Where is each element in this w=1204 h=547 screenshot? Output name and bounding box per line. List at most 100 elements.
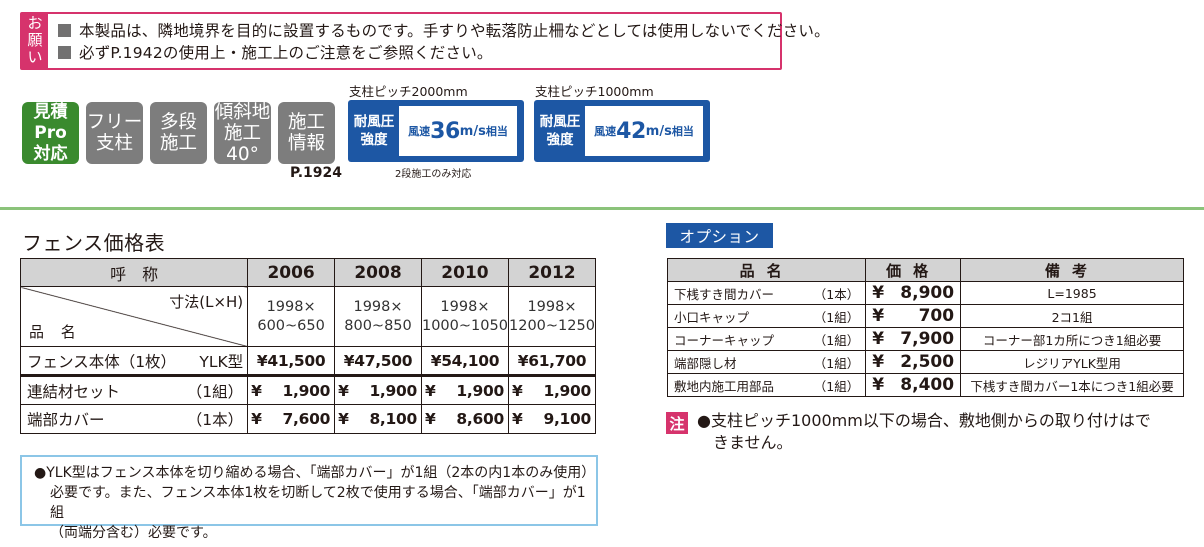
header-label: 呼 称	[19, 258, 249, 287]
yen-sign: ¥	[424, 381, 436, 400]
wind-note: 2段施工のみ対応	[395, 169, 472, 180]
price-cell: ¥9,100	[507, 404, 597, 434]
year-header: 2010	[420, 258, 509, 287]
size-line: 1000~1050	[421, 317, 508, 334]
yen-sign: ¥	[872, 375, 885, 395]
size-line: 1998×	[353, 298, 403, 315]
page-reference[interactable]: P.1924	[290, 165, 342, 181]
year-header: 2006	[247, 258, 336, 287]
yen-sign: ¥	[338, 381, 349, 400]
price-value: 9,100	[543, 410, 591, 428]
wind-caption: 支柱ピッチ1000mm	[535, 84, 654, 99]
size-cell: 1998× 1200~1250	[507, 286, 597, 347]
notice-tag: お 願 い	[22, 14, 48, 68]
size-line: 600~650	[257, 317, 325, 334]
option-unit: （1組）	[813, 378, 860, 394]
option-price-cell: ¥2,500	[865, 350, 962, 374]
option-name-cell: 小口キャップ （1組）	[666, 304, 867, 328]
price-cell: ¥54,100	[420, 346, 509, 377]
section-divider	[0, 207, 1204, 210]
size-row: 寸法(L×H) 品 名 1998× 600~650 1998× 800~850 19…	[19, 286, 597, 347]
option-unit: （1組）	[813, 355, 860, 371]
fence-table-title: フェンス価格表	[22, 231, 166, 255]
option-price-cell: ¥700	[865, 304, 962, 328]
notice-text: 本製品は、隣地境界を目的に設置するものです。手すりや転落防止柵などとしては使用し…	[79, 22, 830, 40]
product-unit: （1組）	[186, 382, 244, 401]
caution-line: きません。	[713, 433, 793, 452]
footnote-line: （両端分含む）必要です。	[50, 525, 217, 541]
yen-sign: ¥	[251, 410, 262, 428]
price-cell: ¥1,900	[334, 375, 422, 405]
options-table: 品名 価格 備考 下桟すき間カバー （1本） ¥8,900 L=1985 小口キャ…	[666, 258, 1184, 397]
notice-tag-char: 願	[27, 31, 43, 49]
option-name: 小口キャップ	[674, 309, 750, 325]
badge-line: 見積Pro	[33, 101, 68, 143]
name-label: 品 名	[29, 323, 82, 341]
price-cell: ¥1,900	[247, 375, 336, 405]
price-value: 8,100	[369, 410, 417, 428]
notice-tag-char: お	[27, 14, 43, 32]
year-header: 2008	[334, 258, 422, 287]
badge-line: 多段	[159, 112, 197, 133]
options-title: オプション	[666, 223, 773, 248]
size-line: 1998×	[527, 298, 577, 315]
yen-sign: ¥	[872, 352, 885, 372]
product-name: 連結材セット	[27, 382, 121, 401]
option-price: 7,900	[900, 329, 955, 349]
wind-suffix: 相当	[671, 125, 694, 138]
footnote-line: ●YLK型はフェンス本体を切り縮める場合、「端部カバー」が1組（2本の内1本のみ…	[34, 465, 596, 481]
yen-sign: ¥	[872, 329, 885, 349]
wind-unit: m/s	[459, 123, 486, 139]
price-cell: ¥1,900	[420, 375, 509, 405]
option-name-cell: 下桟すき間カバー （1本）	[666, 281, 867, 305]
option-unit: （1組）	[813, 332, 860, 348]
wind-unit: m/s	[645, 123, 672, 139]
fence-price-table: 呼 称 2006 2008 2010 2012 寸法(L×H) 品 名 1998…	[19, 258, 597, 434]
wind-value: 風速 42 m/s 相当	[585, 106, 703, 156]
wind-label-line: 耐風圧	[539, 114, 581, 130]
price-cell: ¥8,600	[420, 404, 509, 434]
table-row: 連結材セット （1組） ¥1,900 ¥1,900 ¥1,900 ¥1,900	[19, 375, 597, 405]
price-cell: ¥7,600	[247, 404, 336, 434]
caution-text: ●支柱ピッチ1000mm以下の場合、敷地側からの取り付けはで きません。	[697, 410, 1192, 454]
price-value: 1,900	[456, 381, 504, 400]
price-value: 1,900	[543, 381, 591, 400]
badge-slope: 傾斜地 施工40°	[214, 102, 271, 165]
notice-text: 必ずP.1942の使用上・施工上のご注意をご参照ください。	[79, 44, 493, 62]
size-line: 800~850	[344, 317, 412, 334]
wind-box: 耐風圧 強度 風速 36 m/s 相当	[348, 100, 524, 162]
option-remark: 下桟すき間カバー1本につき1組必要	[960, 373, 1184, 397]
price-cell: ¥1,900	[507, 375, 597, 405]
badge-construction-info[interactable]: 施工 情報	[278, 102, 335, 164]
size-label: 寸法(L×H)	[169, 293, 244, 311]
yen-sign: ¥	[338, 410, 349, 428]
option-name: 端部隠し材	[674, 355, 737, 371]
option-price: 8,900	[900, 283, 955, 303]
yen-sign: ¥	[872, 283, 885, 303]
product-name: フェンス本体（1枚）	[27, 352, 177, 371]
option-price: 8,400	[900, 375, 955, 395]
table-row: コーナーキャップ （1組） ¥7,900 コーナー部1カ所につき1組必要	[666, 327, 1184, 351]
badge-line: 施工	[159, 133, 197, 154]
size-line: 1200~1250	[509, 317, 595, 334]
badge-free-post: フリー 支柱	[86, 102, 143, 164]
wind-label-line: 強度	[360, 132, 388, 148]
size-line: 1998×	[440, 298, 490, 315]
footnote-box: ●YLK型はフェンス本体を切り縮める場合、「端部カバー」が1組（2本の内1本のみ…	[20, 455, 598, 541]
wind-box: 耐風圧 強度 風速 42 m/s 相当	[534, 100, 710, 162]
column-header: 価格	[865, 258, 962, 282]
yen-sign: ¥	[251, 381, 262, 400]
notice-line: 本製品は、隣地境界を目的に設置するものです。手すりや転落防止柵などとしては使用し…	[58, 19, 830, 41]
size-cell: 1998× 800~850	[334, 286, 422, 347]
badge-line: フリー	[86, 112, 143, 133]
table-header-row: 品名 価格 備考	[666, 258, 1184, 282]
option-unit: （1組）	[813, 309, 860, 325]
product-name: 端部カバー	[27, 411, 105, 429]
price-value: 1,900	[369, 381, 417, 400]
table-row: 端部カバー （1本） ¥7,600 ¥8,100 ¥8,600 ¥9,100	[19, 404, 597, 434]
column-header: 備考	[960, 258, 1184, 282]
yen-sign: ¥	[424, 410, 436, 428]
table-row: フェンス本体（1枚） YLK型 ¥41,500 ¥47,500 ¥54,100 ¥…	[19, 346, 597, 377]
size-cell: 1998× 1000~1050	[420, 286, 509, 347]
wind-caption: 支柱ピッチ2000mm	[349, 84, 468, 99]
